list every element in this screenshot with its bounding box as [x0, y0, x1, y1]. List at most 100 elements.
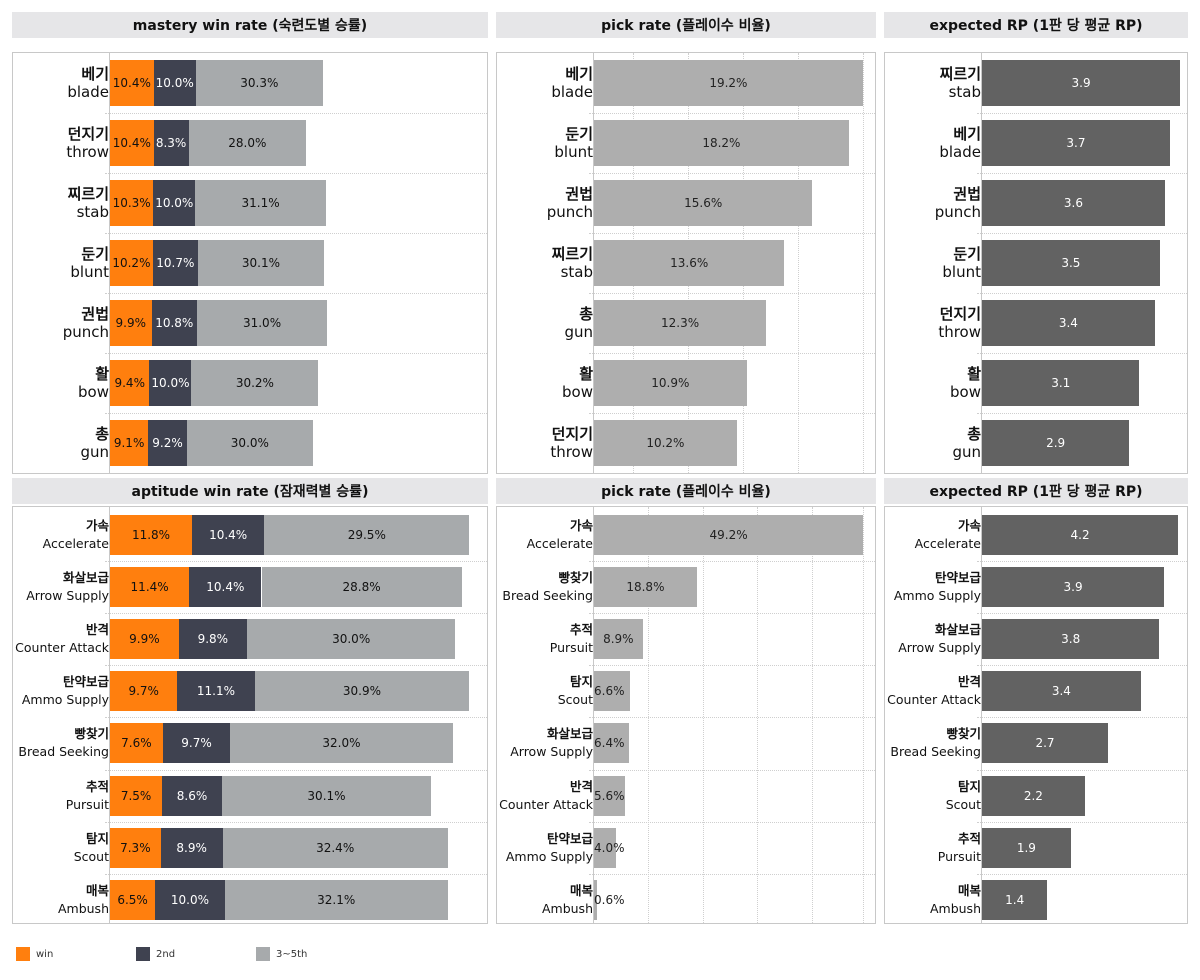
bar-segment-3-5th: 28.0% [188, 120, 307, 166]
category-row: 탐지 Scout 6.6% [497, 665, 875, 717]
category-label: 가속 Accelerate [885, 509, 985, 561]
category-label-en: throw [938, 323, 981, 341]
category-label-ko: 가속 [569, 518, 593, 534]
bar: 3.1 [982, 360, 1140, 406]
category-label-ko: 반격 [569, 778, 593, 794]
row-separator [977, 233, 1187, 234]
category-label-ko: 둔기 [81, 245, 109, 263]
category-label-ko: 추적 [569, 622, 593, 638]
category-row: 매복 Ambush 1.4 [885, 874, 1187, 926]
category-label-ko: 베기 [81, 65, 109, 83]
bar-segment-2nd: 9.8% [178, 619, 247, 660]
category-row: 반격 Counter Attack 5.6% [497, 770, 875, 822]
category-label-ko: 활 [579, 365, 593, 383]
category-label: 추적 Pursuit [13, 770, 113, 822]
row-separator [977, 353, 1187, 354]
bar: 6.4% [594, 723, 629, 764]
category-label-ko: 빵찾기 [946, 726, 981, 742]
bar: 2.2 [982, 775, 1085, 816]
category-label-en: Bread Seeking [18, 744, 109, 760]
row-separator [589, 821, 875, 823]
bar: 1.9 [982, 827, 1071, 868]
row-separator [589, 717, 875, 719]
bar-segment-2nd: 10.7% [152, 240, 198, 286]
category-label: 화살보급 Arrow Supply [13, 561, 113, 613]
gridline [798, 53, 799, 473]
row-separator [105, 613, 487, 615]
bar: 3.4 [982, 671, 1141, 712]
category-label: 탄약보급 Ammo Supply [497, 822, 597, 874]
chart-plot-area: 가속 Accelerate 49.2% 빵찾기 Bread Seeking 18.8% 추적… [496, 506, 876, 924]
bar: 3.5 [982, 240, 1160, 286]
category-label-ko: 빵찾기 [558, 570, 593, 586]
row-separator [105, 561, 487, 563]
chart-plot-area: 가속 Accelerate 4.2 탄약보급 Ammo Supply 3.9 화살보급 Arr… [884, 506, 1188, 924]
category-label: 가속 Accelerate [497, 509, 597, 561]
category-label-ko: 둔기 [565, 125, 593, 143]
bar-segment-2nd: 10.0% [153, 60, 196, 106]
bar-segment-3-5th: 30.0% [186, 420, 313, 466]
bar-segment-3-5th: 31.0% [196, 300, 328, 346]
category-label: 던지기 throw [885, 293, 985, 353]
category-row: 둔기 blunt 3.5 [885, 233, 1187, 293]
bar-segment-win: 9.9% [110, 619, 179, 660]
axis-line [109, 507, 110, 923]
category-label-ko: 탐지 [957, 778, 981, 794]
category-label: 던지기 throw [13, 113, 113, 173]
bar-segment-win: 9.9% [110, 300, 152, 346]
category-label-ko: 총 [967, 425, 981, 443]
category-row: 탄약보급 Ammo Supply 4.0% [497, 822, 875, 874]
chart-panel: pick rate (플레이수 비율) 베기 blade 19.2% 둔기 blunt 18… [496, 12, 876, 474]
bar: 6.6% [594, 671, 631, 712]
bar: 13.6% [594, 240, 785, 286]
category-label-ko: 매복 [569, 882, 593, 898]
category-row: 베기 blade 10.4% 10.0% 30.3% [13, 53, 487, 113]
category-label-en: Counter Attack [15, 640, 109, 656]
bar-segment-3-5th: 28.8% [261, 567, 462, 608]
row-separator [589, 613, 875, 615]
category-row: 반격 Counter Attack 9.9% 9.8% 30.0% [13, 613, 487, 665]
category-row: 권법 punch 9.9% 10.8% 31.0% [13, 293, 487, 353]
row-separator [105, 353, 487, 354]
row-separator [977, 293, 1187, 294]
bar-segment-3-5th: 32.1% [224, 879, 448, 920]
category-label: 둔기 blunt [13, 233, 113, 293]
category-label-ko: 탄약보급 [546, 830, 593, 846]
category-label-ko: 매복 [85, 882, 109, 898]
category-label-en: Accelerate [526, 536, 593, 552]
chart-plot-area: 베기 blade 10.4% 10.0% 30.3% 던지기 throw 10.4% 8.3% 2… [12, 52, 488, 474]
category-label-ko: 권법 [953, 185, 981, 203]
category-label-ko: 탄약보급 [62, 674, 109, 690]
category-label-en: Pursuit [65, 796, 109, 812]
category-row: 베기 blade 19.2% [497, 53, 875, 113]
category-label-ko: 반격 [85, 622, 109, 638]
row-separator [105, 173, 487, 174]
category-row: 추적 Pursuit 8.9% [497, 613, 875, 665]
category-label: 총 gun [885, 413, 985, 473]
bar-segment-win: 9.4% [110, 360, 150, 406]
category-label-en: gun [952, 443, 981, 461]
category-row: 총 gun 12.3% [497, 293, 875, 353]
category-label-en: bow [950, 383, 981, 401]
category-label-ko: 베기 [953, 125, 981, 143]
bar: 10.9% [594, 360, 747, 406]
category-row: 찌르기 stab 13.6% [497, 233, 875, 293]
bar-segment-3-5th: 29.5% [264, 515, 470, 556]
bar: 5.6% [594, 775, 625, 816]
category-label-en: Bread Seeking [890, 744, 981, 760]
bar-segment-2nd: 8.3% [153, 120, 189, 166]
legend-swatch [16, 947, 30, 961]
bar-segment-2nd: 10.0% [155, 879, 225, 920]
category-label-en: stab [560, 263, 593, 281]
category-label-ko: 가속 [85, 518, 109, 534]
bar-segment-2nd: 11.1% [177, 671, 255, 712]
bar: 18.8% [594, 567, 697, 608]
row-separator [589, 173, 875, 174]
category-label: 찌르기 stab [497, 233, 597, 293]
bar-segment-win: 10.2% [110, 240, 153, 286]
row-separator [977, 821, 1187, 823]
category-label: 가속 Accelerate [13, 509, 113, 561]
chart-title: aptitude win rate (잠재력별 승률) [12, 478, 488, 504]
chart-title: expected RP (1판 당 평균 RP) [884, 12, 1188, 38]
bar-segment-3-5th: 30.0% [246, 619, 456, 660]
